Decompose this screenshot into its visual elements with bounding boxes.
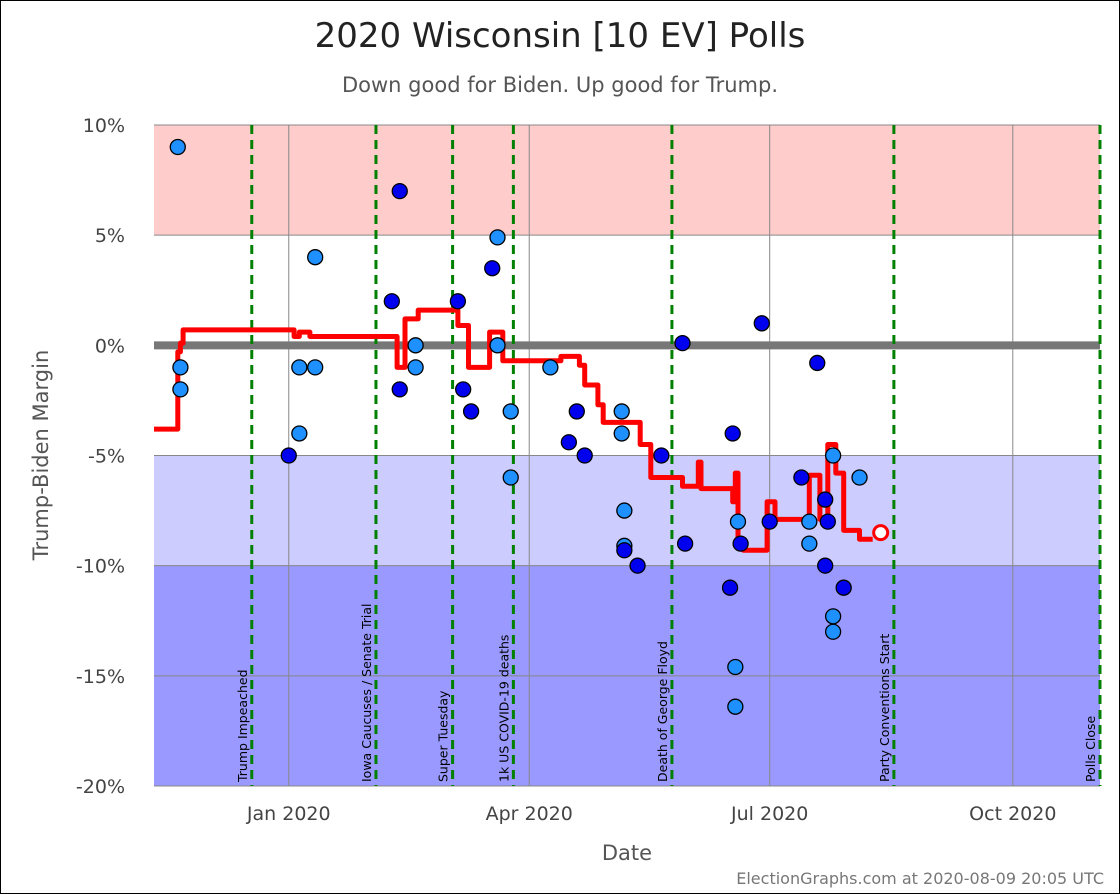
poll-point	[455, 381, 472, 398]
y-tick-label: -15%	[76, 666, 125, 688]
poll-point	[616, 542, 633, 559]
poll-point	[613, 403, 630, 420]
credit-text: ElectionGraphs.com at 2020-08-09 20:05 U…	[736, 869, 1104, 888]
poll-point	[819, 513, 836, 530]
poll-point	[817, 491, 834, 508]
event-label: Iowa Caucuses / Senate Trial	[359, 604, 374, 783]
y-tick-label: -5%	[88, 446, 125, 468]
poll-point	[172, 381, 189, 398]
y-axis-label: Trump-Biden Margin	[29, 350, 53, 562]
poll-point	[449, 293, 467, 310]
margin-band	[154, 125, 1100, 236]
average-line	[154, 307, 873, 553]
poll-point	[793, 469, 810, 486]
poll-point	[824, 608, 842, 625]
poll-point	[560, 434, 578, 451]
grid-lines	[154, 124, 1100, 787]
chart-title: 2020 Wisconsin [10 EV] Polls	[315, 16, 806, 56]
poll-point	[172, 359, 189, 376]
average-line-path	[154, 307, 873, 553]
poll-point	[674, 334, 691, 352]
chart-subtitle: Down good for Biden. Up good for Trump.	[342, 73, 778, 97]
poll-point	[568, 403, 585, 420]
poll-point	[721, 579, 739, 596]
poll-point	[542, 359, 559, 376]
poll-point	[407, 337, 424, 354]
poll-point	[653, 447, 670, 464]
poll-point	[761, 513, 778, 530]
poll-point	[835, 579, 852, 596]
poll-point	[391, 182, 408, 200]
poll-point	[727, 658, 744, 676]
x-tick-label: Jan 2020	[246, 803, 331, 825]
poll-point	[391, 381, 408, 398]
poll-point	[489, 229, 506, 246]
y-tick-labels: 10% 5% 0% -5% -10% -15% -20%	[76, 115, 125, 798]
poll-point	[824, 623, 842, 640]
poll-point	[291, 359, 308, 376]
x-tick-label: Apr 2020	[486, 803, 573, 825]
poll-point	[613, 425, 630, 442]
poll-point	[616, 502, 633, 519]
poll-point	[753, 315, 770, 332]
event-label: Party Conventions Start	[877, 634, 892, 782]
event-label: Trump Impeached	[235, 669, 250, 783]
x-axis-label: Date	[602, 841, 652, 865]
poll-point	[407, 359, 424, 376]
poll-point	[727, 698, 744, 715]
poll-point	[629, 557, 646, 574]
poll-point	[502, 403, 519, 420]
poll-point	[576, 447, 593, 464]
poll-point	[732, 535, 749, 552]
x-tick-label: Jul 2020	[730, 803, 808, 825]
poll-point	[809, 354, 826, 372]
y-tick-label: -10%	[76, 556, 125, 578]
poll-point	[484, 260, 501, 277]
poll-points	[169, 138, 890, 715]
poll-point	[462, 403, 480, 420]
event-label: Death of George Floyd	[655, 641, 670, 782]
poll-point	[502, 469, 519, 486]
x-tick-label: Oct 2020	[969, 803, 1056, 825]
event-label: 1k US COVID-19 deaths	[496, 635, 511, 782]
poll-point	[724, 425, 741, 442]
poll-point	[676, 535, 694, 552]
event-markers: Trump Impeached Iowa Caucuses / Senate Tr…	[235, 125, 1102, 786]
y-tick-label: 10%	[83, 115, 125, 137]
poll-point	[307, 249, 324, 266]
poll-point	[291, 425, 308, 442]
poll-point	[383, 293, 400, 310]
y-tick-label: 5%	[95, 225, 125, 247]
y-tick-label: 0%	[95, 335, 125, 357]
poll-point	[824, 447, 842, 464]
event-label: Polls Close	[1083, 715, 1098, 782]
y-tick-label: -20%	[76, 776, 125, 798]
poll-point	[817, 557, 834, 574]
event-label: Super Tuesday	[436, 690, 451, 782]
current-average-point	[872, 524, 890, 542]
poll-point	[729, 513, 747, 530]
poll-point	[489, 337, 506, 354]
poll-point	[280, 447, 297, 464]
poll-point	[307, 359, 324, 376]
poll-point	[169, 138, 186, 156]
x-tick-labels: Jan 2020 Apr 2020 Jul 2020 Oct 2020	[246, 803, 1057, 825]
poll-point	[801, 535, 818, 552]
poll-point	[801, 513, 818, 530]
poll-point	[851, 469, 868, 486]
